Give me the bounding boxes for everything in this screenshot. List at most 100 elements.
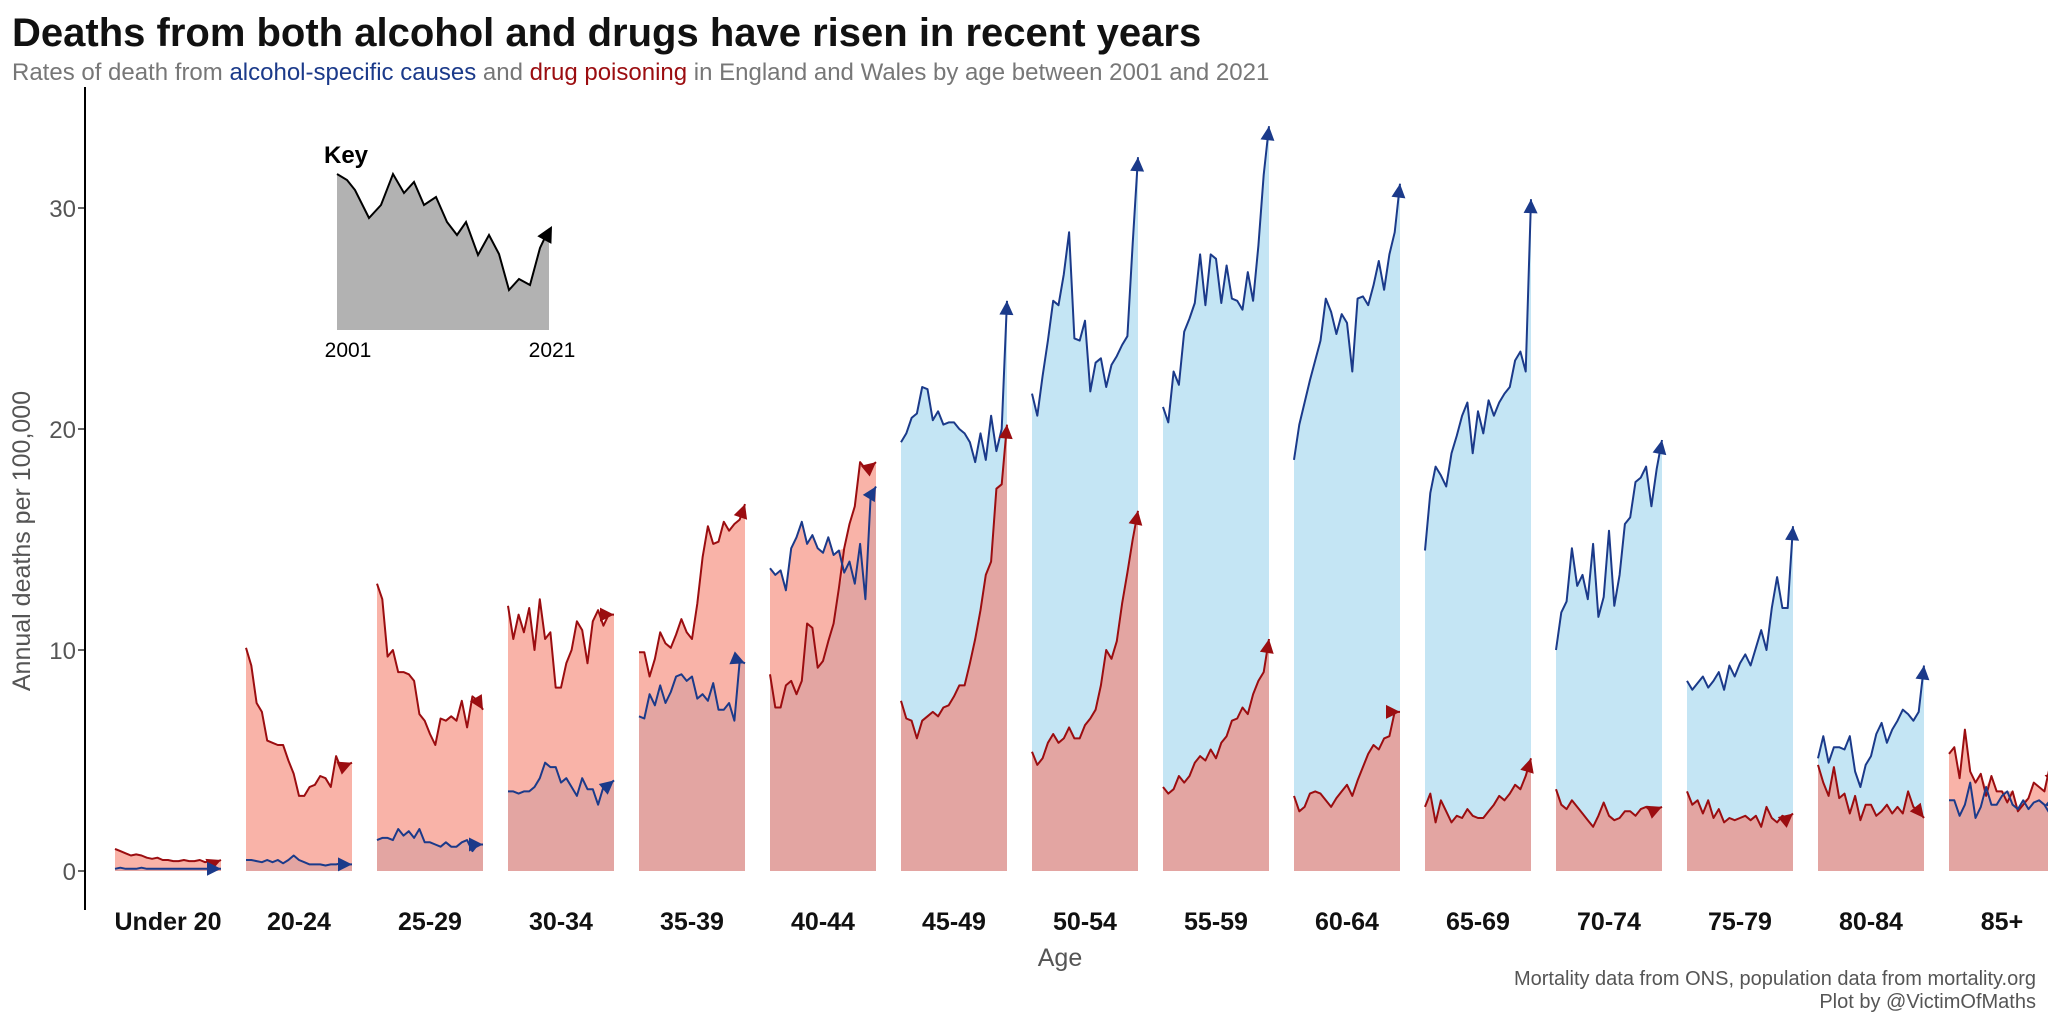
- x-category-label: 80-84: [1839, 908, 1903, 936]
- y-tick-label: 30: [49, 196, 76, 223]
- panel-60-64: [1293, 183, 1406, 871]
- alcohol-line: [1555, 439, 1663, 651]
- alcohol-arrow-icon: [598, 780, 614, 795]
- subtitle-prefix: Rates of death from: [12, 59, 229, 86]
- x-category-label: 25-29: [398, 908, 462, 936]
- panel-80-84: [1817, 665, 1930, 871]
- alcohol-arrow-icon: [2044, 801, 2048, 807]
- upper-area: [1163, 126, 1269, 871]
- drug-line: [769, 461, 877, 709]
- panel-50-54: [1031, 157, 1145, 871]
- alcohol-line: [508, 761, 615, 806]
- alcohol-arrow-icon: [469, 837, 483, 852]
- drug-arrow-icon: [1386, 704, 1400, 719]
- y-tick-label: 20: [49, 417, 76, 444]
- overlap-area: [1163, 639, 1269, 871]
- plot-panels: [114, 126, 2048, 876]
- panel-75-79: [1686, 526, 1800, 871]
- x-category-label: 40-44: [791, 908, 855, 936]
- panel-65-69: [1424, 199, 1538, 871]
- upper-area: [1687, 526, 1793, 871]
- drug-arrow-icon: [998, 424, 1013, 440]
- upper-area: [1556, 440, 1662, 871]
- drug-arrow-icon: [1646, 805, 1662, 819]
- drug-line: [114, 847, 222, 864]
- alcohol-line: [1293, 183, 1401, 461]
- drug-line: [639, 503, 746, 678]
- drug-arrow-icon: [1909, 802, 1924, 818]
- x-category-label: 30-34: [529, 908, 593, 936]
- alcohol-line: [1817, 665, 1925, 788]
- panel-45-49: [900, 300, 1014, 871]
- alcohol-arrow-icon: [1785, 526, 1800, 541]
- drug-line: [245, 647, 353, 797]
- drug-line: [1948, 728, 2048, 813]
- panel-85-: [1948, 728, 2048, 871]
- drug-arrow-icon: [1777, 813, 1793, 828]
- drug-arrow-icon: [600, 607, 614, 622]
- alcohol-line: [246, 854, 352, 867]
- alcohol-line: [376, 828, 483, 853]
- subtitle-suffix: in England and Wales by age between 2001…: [687, 59, 1269, 86]
- overlap-area: [1425, 758, 1531, 871]
- x-category-label: 70-74: [1577, 908, 1641, 936]
- x-category-label: 35-39: [660, 908, 724, 936]
- alcohol-arrow-icon: [1130, 157, 1145, 172]
- alcohol-arrow-icon: [207, 861, 221, 876]
- y-axis-ticks: 0 10 20 30: [49, 196, 85, 886]
- alcohol-line: [1424, 199, 1532, 551]
- y-tick-label: 0: [63, 859, 76, 886]
- key-end-label: 2021: [529, 339, 576, 362]
- panel-20-24: [245, 647, 353, 872]
- drug-line: [507, 598, 614, 689]
- key-legend: Key 2001 2021: [324, 142, 575, 362]
- overlap-area: [1032, 510, 1138, 871]
- alcohol-arrow-icon: [1523, 199, 1538, 214]
- caption-source: Mortality data from ONS, population data…: [1514, 968, 2036, 990]
- drug-arrow-icon: [336, 761, 352, 775]
- overlap-area: [1949, 782, 2048, 871]
- overlap-area: [1294, 711, 1400, 871]
- overlap-area: [770, 486, 876, 871]
- chart-title: Deaths from both alcohol and drugs have …: [12, 11, 1201, 55]
- x-category-label: 75-79: [1708, 908, 1772, 936]
- drug-arrow-icon: [2044, 774, 2048, 780]
- drug-line: [376, 583, 484, 746]
- x-category-label: 20-24: [267, 908, 331, 936]
- alcohol-arrow-icon: [1915, 665, 1930, 681]
- alcohol-arrow-icon: [729, 651, 745, 665]
- drug-line: [1555, 788, 1663, 828]
- alcohol-arrow-icon: [1260, 126, 1275, 141]
- x-category-label: 55-59: [1184, 908, 1248, 936]
- alcohol-line: [114, 866, 221, 870]
- alcohol-arrow-icon: [338, 857, 352, 872]
- upper-area: [1294, 183, 1400, 871]
- drug-arrow-icon: [860, 462, 876, 477]
- upper-area: [377, 583, 483, 871]
- key-arrow-icon: [537, 226, 552, 244]
- key-area: [337, 174, 549, 330]
- alcohol-line: [1686, 526, 1794, 691]
- x-category-label: 50-54: [1053, 908, 1117, 936]
- panel-under-20: [114, 847, 222, 876]
- upper-area: [246, 647, 352, 871]
- drug-line: [1686, 791, 1794, 828]
- key-start-label: 2001: [325, 339, 372, 362]
- x-category-label: 85+: [1981, 908, 2023, 936]
- drug-line: [1424, 758, 1532, 824]
- alcohol-line: [1949, 781, 2048, 819]
- alcohol-arrow-icon: [1391, 183, 1406, 199]
- x-axis-title: Age: [1038, 944, 1082, 972]
- alcohol-arrow-icon: [1652, 440, 1667, 456]
- panel-40-44: [769, 461, 877, 871]
- caption-credit: Plot by @VictimOfMaths: [1819, 991, 2036, 1013]
- panel-55-59: [1162, 126, 1275, 871]
- drug-line: [1817, 764, 1925, 822]
- key-title: Key: [324, 142, 369, 169]
- x-axis-categories: Under 20 20-24 25-29 30-34 35-39 40-44 45-49 50…: [115, 908, 2024, 936]
- overlap-area: [246, 855, 352, 871]
- x-category-label: 60-64: [1315, 908, 1379, 936]
- drug-arrow-icon: [1128, 510, 1143, 526]
- x-category-label: 45-49: [922, 908, 986, 936]
